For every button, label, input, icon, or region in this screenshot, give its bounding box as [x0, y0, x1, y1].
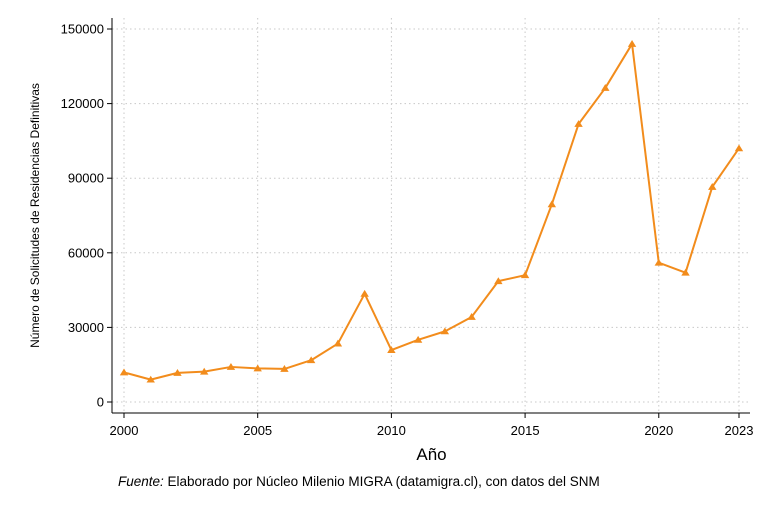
x-tick-label: 2023 [725, 423, 754, 438]
y-tick-label: 60000 [68, 245, 104, 260]
data-point-marker [520, 271, 530, 279]
x-tick-label: 2015 [511, 423, 540, 438]
source-text: Elaborado por Núcleo Milenio MIGRA (data… [163, 474, 600, 489]
data-point-marker [226, 363, 236, 370]
data-point-marker [200, 367, 209, 375]
x-tick-label: 2020 [644, 423, 673, 438]
data-point-marker [333, 339, 343, 347]
y-tick-label: 0 [97, 395, 104, 410]
x-tick-label: 2005 [243, 423, 272, 438]
data-point-marker [601, 84, 610, 91]
grid-lines [112, 18, 750, 413]
data-point-marker [306, 356, 316, 364]
line-chart: 0 30000 60000 90000 120000 150000 2000 2005 201… [28, 18, 754, 464]
source-note: Fuente: Elaborado por Núcleo Milenio MIG… [118, 474, 600, 489]
data-point-marker [734, 144, 744, 152]
data-point-marker [119, 368, 129, 376]
data-point-marker [173, 369, 182, 376]
data-series [119, 40, 744, 383]
data-point-marker [253, 364, 262, 372]
data-point-marker [574, 120, 583, 127]
data-point-marker [440, 327, 450, 335]
data-point-marker [387, 346, 396, 353]
x-tick-label: 2000 [110, 423, 139, 438]
data-point-marker [708, 183, 717, 190]
y-tick-label: 120000 [61, 96, 104, 111]
data-point-marker [494, 277, 503, 285]
y-tick-label: 30000 [68, 320, 104, 335]
source-label: Fuente: [118, 474, 164, 489]
y-axis-ticks: 0 30000 60000 90000 120000 150000 [61, 22, 112, 410]
data-point-marker [467, 313, 476, 320]
data-point-marker [681, 268, 690, 276]
x-tick-label: 2010 [377, 423, 406, 438]
axes [111, 18, 750, 414]
data-point-marker [547, 200, 557, 208]
data-point-marker [654, 258, 663, 266]
y-axis-title: Número de Solicitudes de Residencias Def… [28, 83, 42, 348]
data-point-marker [280, 365, 289, 372]
x-axis-title: Año [416, 445, 446, 464]
series-line [123, 42, 740, 381]
data-point-marker [146, 375, 155, 383]
x-axis-ticks: 2000 2005 2010 2015 2020 2023 [110, 413, 754, 438]
y-tick-label: 150000 [61, 22, 104, 37]
data-point-marker [627, 40, 637, 47]
data-point-marker [360, 289, 369, 297]
y-tick-label: 90000 [68, 171, 104, 186]
data-point-marker [413, 335, 423, 343]
